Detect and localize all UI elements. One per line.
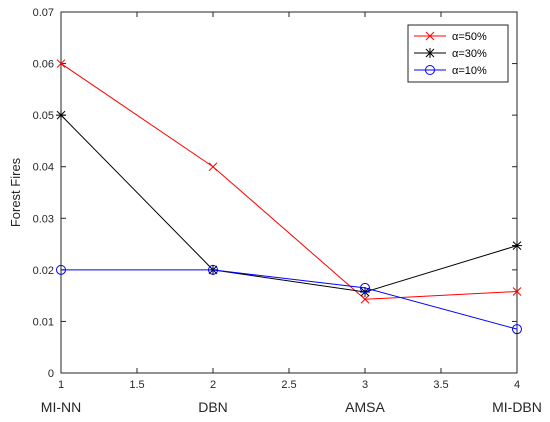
legend-item: α=30% (414, 48, 487, 60)
x-marker (56, 59, 66, 68)
legend-item: α=10% (414, 65, 487, 77)
series (56, 264, 522, 335)
circle-marker (512, 324, 522, 335)
series (56, 59, 522, 304)
x-axis: 1 1.5 2 2.5 3 3.5 4 (58, 12, 520, 391)
circle-marker (208, 264, 218, 275)
y-tick-label: 0 (48, 368, 54, 380)
y-tick-label: 0.07 (33, 7, 54, 19)
y-tick-label: 0.05 (33, 110, 54, 122)
series-line (60, 63, 518, 300)
x-marker (425, 31, 435, 41)
category-label: MI-NN (41, 399, 81, 415)
x-tick-label: 1 (58, 379, 64, 391)
x-tick-label: 3 (362, 379, 368, 391)
legend-label: α=50% (452, 31, 487, 43)
asterisk-marker (56, 110, 66, 121)
asterisk-marker (512, 240, 522, 251)
y-tick-label: 0.04 (33, 162, 54, 174)
series-line (60, 114, 518, 293)
circle-marker (425, 65, 435, 75)
x-tick-label: 2.5 (281, 379, 296, 391)
x-tick-label: 1.5 (129, 379, 144, 391)
y-tick-label: 0.02 (33, 265, 54, 277)
circle-marker (56, 264, 66, 275)
y-tick-label: 0.03 (33, 213, 54, 225)
y-axis: 0 0.01 0.02 0.03 0.04 0.05 0.06 0.07 (33, 7, 517, 380)
x-tick-label: 4 (514, 379, 520, 391)
y-tick-label: 0.01 (33, 316, 54, 328)
category-label: MI-DBN (492, 399, 542, 415)
legend-item: α=50% (414, 31, 487, 43)
asterisk-marker (425, 48, 435, 58)
y-axis-label: Forest Fires (8, 157, 23, 227)
category-label: AMSA (345, 399, 385, 415)
category-labels: MI-NN DBN AMSA MI-DBN (41, 399, 542, 415)
x-tick-label: 2 (210, 379, 216, 391)
x-marker (512, 287, 522, 296)
legend-label: α=30% (452, 48, 487, 60)
series-line (61, 269, 518, 330)
category-label: DBN (198, 399, 228, 415)
legend-label: α=10% (452, 65, 487, 77)
y-tick-label: 0.06 (33, 59, 54, 71)
x-marker (360, 294, 370, 304)
x-marker (208, 162, 218, 172)
legend: α=50% α=30% α=10% (407, 24, 509, 83)
x-tick-label: 3.5 (433, 379, 448, 391)
series-group (56, 59, 522, 335)
circle-marker (360, 282, 370, 293)
